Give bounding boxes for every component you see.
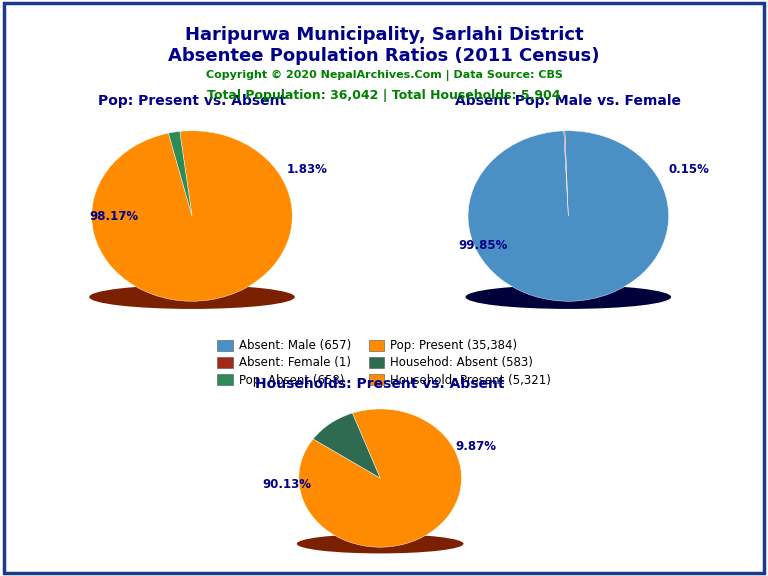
Wedge shape [168, 131, 192, 216]
Title: Pop: Present vs. Absent: Pop: Present vs. Absent [98, 94, 286, 108]
Text: Absentee Population Ratios (2011 Census): Absentee Population Ratios (2011 Census) [168, 47, 600, 65]
Text: Copyright © 2020 NepalArchives.Com | Data Source: CBS: Copyright © 2020 NepalArchives.Com | Dat… [206, 70, 562, 81]
Wedge shape [468, 131, 669, 301]
Wedge shape [299, 409, 462, 547]
Legend: Absent: Male (657), Absent: Female (1), Pop: Absent (658), Pop: Present (35,384): Absent: Male (657), Absent: Female (1), … [217, 339, 551, 386]
Wedge shape [313, 413, 380, 478]
Ellipse shape [465, 285, 671, 309]
Text: 1.83%: 1.83% [287, 162, 328, 176]
Ellipse shape [89, 285, 295, 309]
Wedge shape [91, 131, 293, 301]
Text: 9.87%: 9.87% [455, 441, 497, 453]
Wedge shape [564, 131, 568, 216]
Text: Total Population: 36,042 | Total Households: 5,904: Total Population: 36,042 | Total Househo… [207, 89, 561, 103]
Text: 0.15%: 0.15% [668, 162, 709, 176]
Text: 98.17%: 98.17% [89, 210, 138, 222]
Text: 90.13%: 90.13% [262, 479, 311, 491]
Text: 99.85%: 99.85% [458, 240, 508, 252]
Title: Households: Present vs. Absent: Households: Present vs. Absent [256, 377, 505, 391]
Ellipse shape [296, 534, 464, 554]
Text: Haripurwa Municipality, Sarlahi District: Haripurwa Municipality, Sarlahi District [184, 26, 584, 44]
Title: Absent Pop: Male vs. Female: Absent Pop: Male vs. Female [455, 94, 681, 108]
